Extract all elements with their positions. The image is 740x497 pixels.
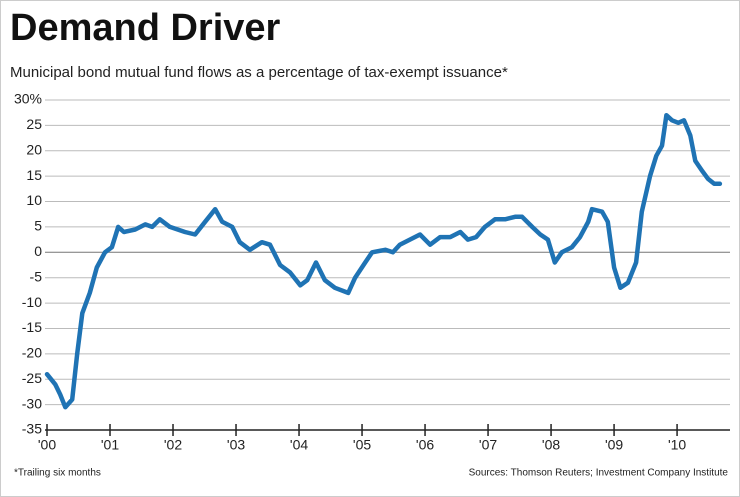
- x-tick-label: '09: [605, 437, 623, 453]
- line: [44, 112, 723, 410]
- x-tick-label: '08: [542, 437, 560, 453]
- x-tick-label: '05: [353, 437, 371, 453]
- chart-title: Demand Driver: [10, 7, 281, 49]
- y-tick-label: -20: [22, 345, 42, 361]
- y-tick-label: -10: [22, 294, 42, 310]
- y-tick-label: 25: [26, 116, 42, 132]
- footnote: *Trailing six months: [14, 468, 101, 479]
- y-tick-label: 30%: [14, 91, 42, 107]
- y-tick-label: -35: [22, 421, 42, 437]
- x-tick-label: '04: [290, 437, 308, 453]
- x-tick-label: '03: [227, 437, 245, 453]
- x-tick-label: '01: [101, 437, 119, 453]
- x-tick-label: '02: [164, 437, 182, 453]
- y-tick-label: -25: [22, 370, 42, 386]
- x-tick-label: '07: [479, 437, 497, 453]
- y-tick-label: 0: [34, 243, 42, 259]
- y-tick-label: -30: [22, 395, 42, 411]
- y-tick-label: -5: [30, 268, 43, 284]
- x-tick-label: '10: [668, 437, 686, 453]
- chart-subtitle: Municipal bond mutual fund flows as a pe…: [10, 64, 508, 81]
- y-tick-label: -15: [22, 319, 42, 335]
- y-tick-label: 5: [34, 218, 42, 234]
- y-tick-label: 10: [26, 192, 42, 208]
- y-tick-label: 20: [26, 141, 42, 157]
- x-tick-label: '00: [38, 437, 56, 453]
- source: Sources: Thomson Reuters; Investment Com…: [469, 468, 729, 479]
- x-tick-label: '06: [416, 437, 434, 453]
- y-tick-label: 15: [26, 167, 42, 183]
